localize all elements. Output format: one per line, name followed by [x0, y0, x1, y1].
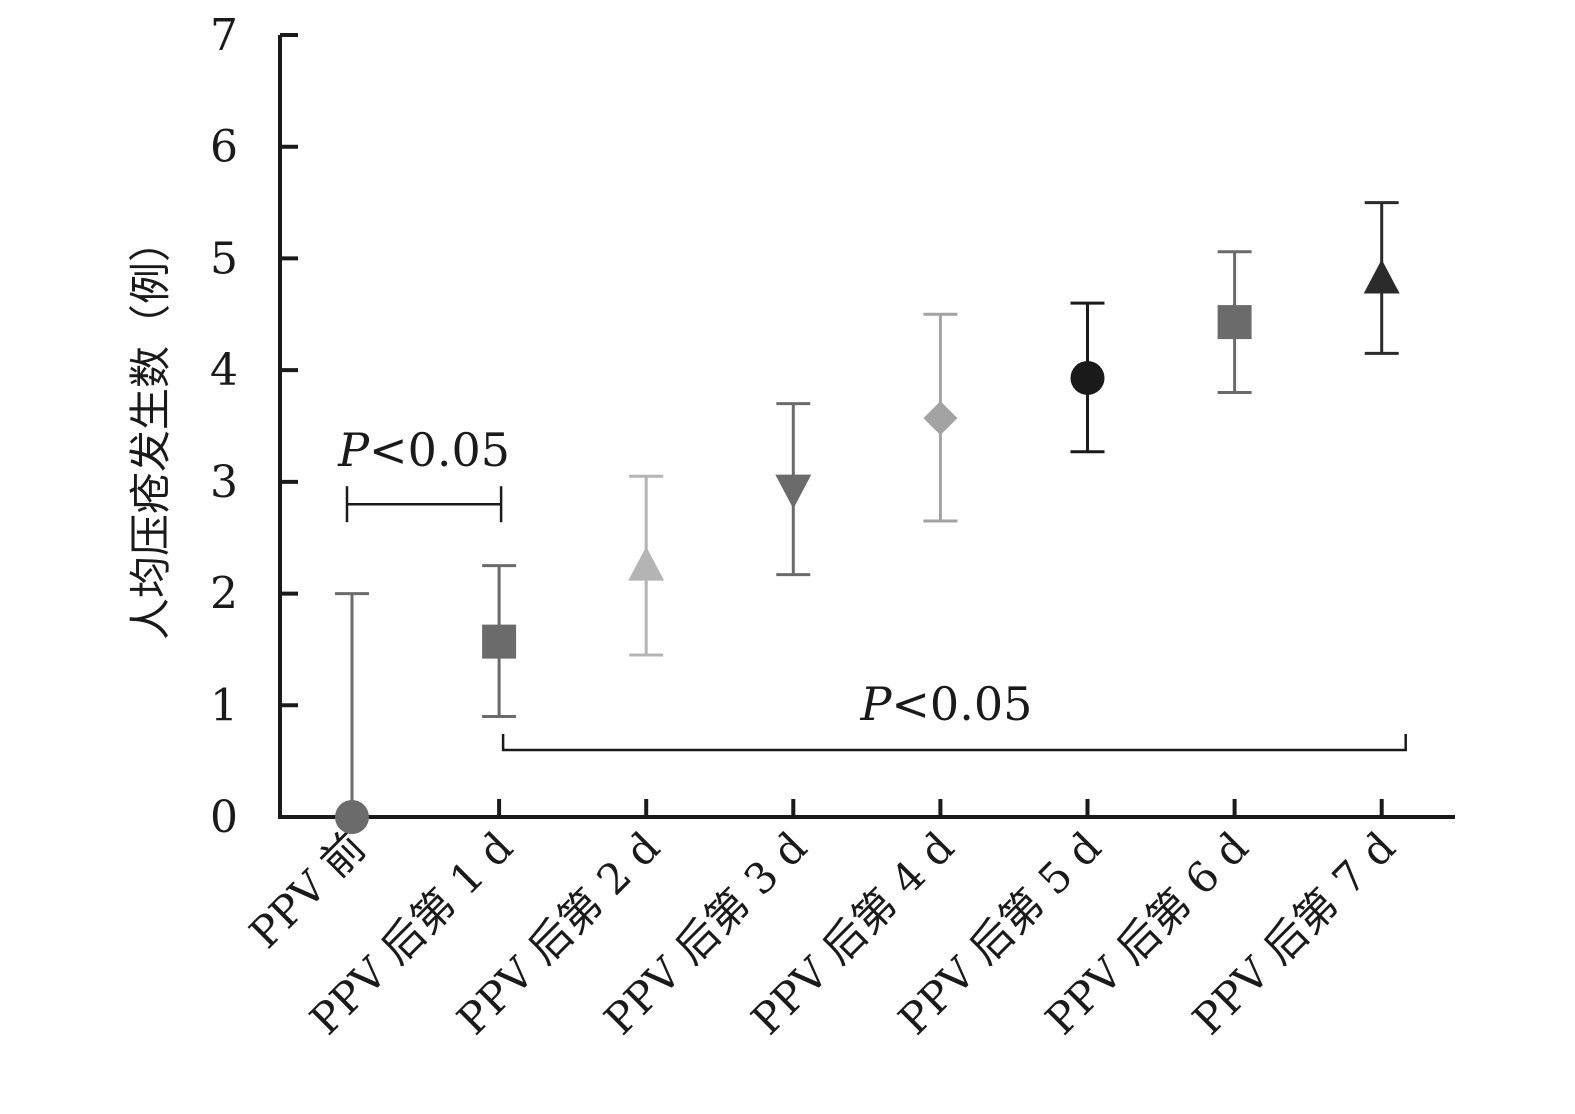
y-ticks: 0 1 2 3 4 5 6 7: [210, 10, 298, 843]
data-point-triangle-up: [628, 546, 665, 581]
y-tick-label: 3: [210, 457, 238, 508]
bracket-line: [501, 733, 1407, 752]
error-bar: [335, 592, 369, 817]
y-axis-label: 人均压疮发生数（例）: [126, 220, 175, 640]
y-tick-label: 1: [210, 680, 238, 731]
data-point-triangle-up: [1363, 259, 1400, 294]
y-tick-label: 6: [210, 122, 238, 173]
y-tick-label: 5: [210, 233, 238, 284]
labels: 人均压疮发生数（例）: [126, 220, 175, 640]
data-point-square: [1217, 305, 1252, 340]
data-point-diamond: [923, 401, 958, 436]
data-point-triangle-down: [775, 474, 812, 509]
y-tick-label: 7: [210, 10, 238, 61]
x-category-label: PPV 前: [240, 822, 375, 957]
significance-bracket: P<0.05: [501, 677, 1407, 752]
data-point-circle: [1070, 360, 1105, 395]
data-point-square: [482, 624, 517, 659]
significance-brackets: P<0.05 P<0.05: [337, 423, 1407, 752]
data-point-circle: [335, 800, 369, 834]
data-markers: [335, 259, 1400, 834]
significance-label: P<0.05: [859, 677, 1032, 731]
y-tick-label: 0: [210, 792, 238, 843]
significance-bracket: P<0.05: [337, 423, 510, 523]
significance-label: P<0.05: [337, 423, 510, 477]
y-tick-label: 4: [210, 345, 238, 396]
y-tick-label: 2: [210, 569, 238, 620]
